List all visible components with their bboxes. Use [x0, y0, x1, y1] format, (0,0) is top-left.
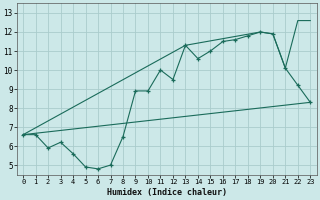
X-axis label: Humidex (Indice chaleur): Humidex (Indice chaleur)	[107, 188, 227, 197]
